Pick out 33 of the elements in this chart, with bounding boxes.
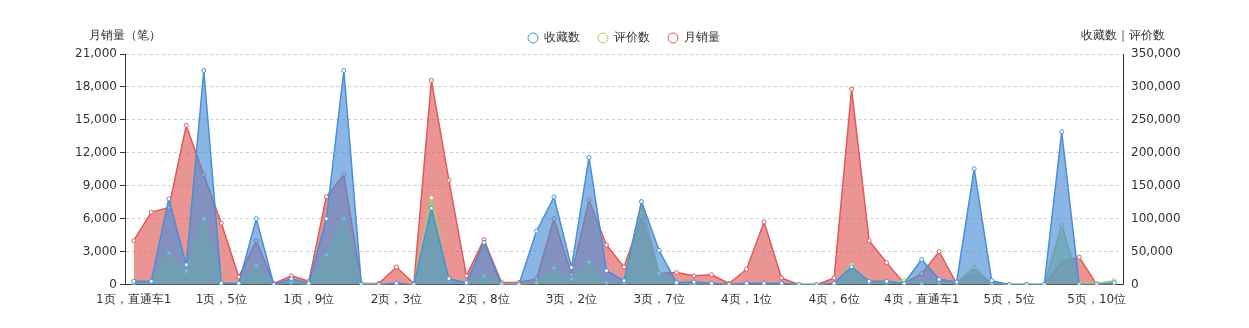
y-tick-label: 9,000	[82, 177, 117, 192]
x-tick-label: 2页，3位	[370, 291, 423, 306]
x-tick-label: 3页，7位	[633, 291, 685, 306]
x-tick-label: 1页，9位	[283, 291, 335, 306]
y2-tick-label: 0	[1131, 276, 1139, 291]
y-tick-label: 3,000	[82, 243, 117, 258]
x-tick-label: 4页，6位	[808, 291, 860, 306]
y2-tick-label: 350,000	[1131, 46, 1181, 61]
y2-tick-label: 300,000	[1131, 79, 1181, 94]
legend-label: 月销量	[684, 30, 720, 45]
y-tick-label: 6,000	[82, 210, 117, 225]
y-tick-label: 15,000	[75, 112, 117, 127]
x-tick-label: 1页，5位	[195, 291, 247, 306]
x-tick-label: 2页，8位	[458, 291, 510, 306]
y-axis-title: 月销量（笔）	[89, 28, 161, 43]
y2-tick-label: 50,000	[1131, 243, 1173, 258]
legend-label: 评价数	[614, 30, 650, 45]
x-tick-label: 1页，直通车1	[96, 291, 172, 306]
legend-label: 收藏数	[544, 30, 580, 45]
y-tick-label: 21,000	[75, 46, 117, 61]
y2-tick-label: 250,000	[1131, 112, 1181, 127]
y2-tick-label: 200,000	[1131, 144, 1181, 159]
x-tick-label: 4页，直通车1	[884, 291, 960, 306]
y2-axis-title: 收藏数｜评价数	[1081, 28, 1165, 43]
x-tick-label: 5页，10位	[1067, 291, 1127, 306]
x-tick-label: 3页，2位	[545, 291, 598, 306]
y2-tick-label: 100,000	[1131, 210, 1181, 225]
y-tick-label: 12,000	[75, 144, 117, 159]
y-tick-label: 18,000	[75, 79, 117, 94]
y-tick-label: 0	[109, 276, 117, 291]
x-tick-label: 4页，1位	[720, 291, 773, 306]
y2-tick-label: 150,000	[1131, 177, 1181, 192]
x-tick-label: 5页，5位	[983, 291, 1035, 306]
